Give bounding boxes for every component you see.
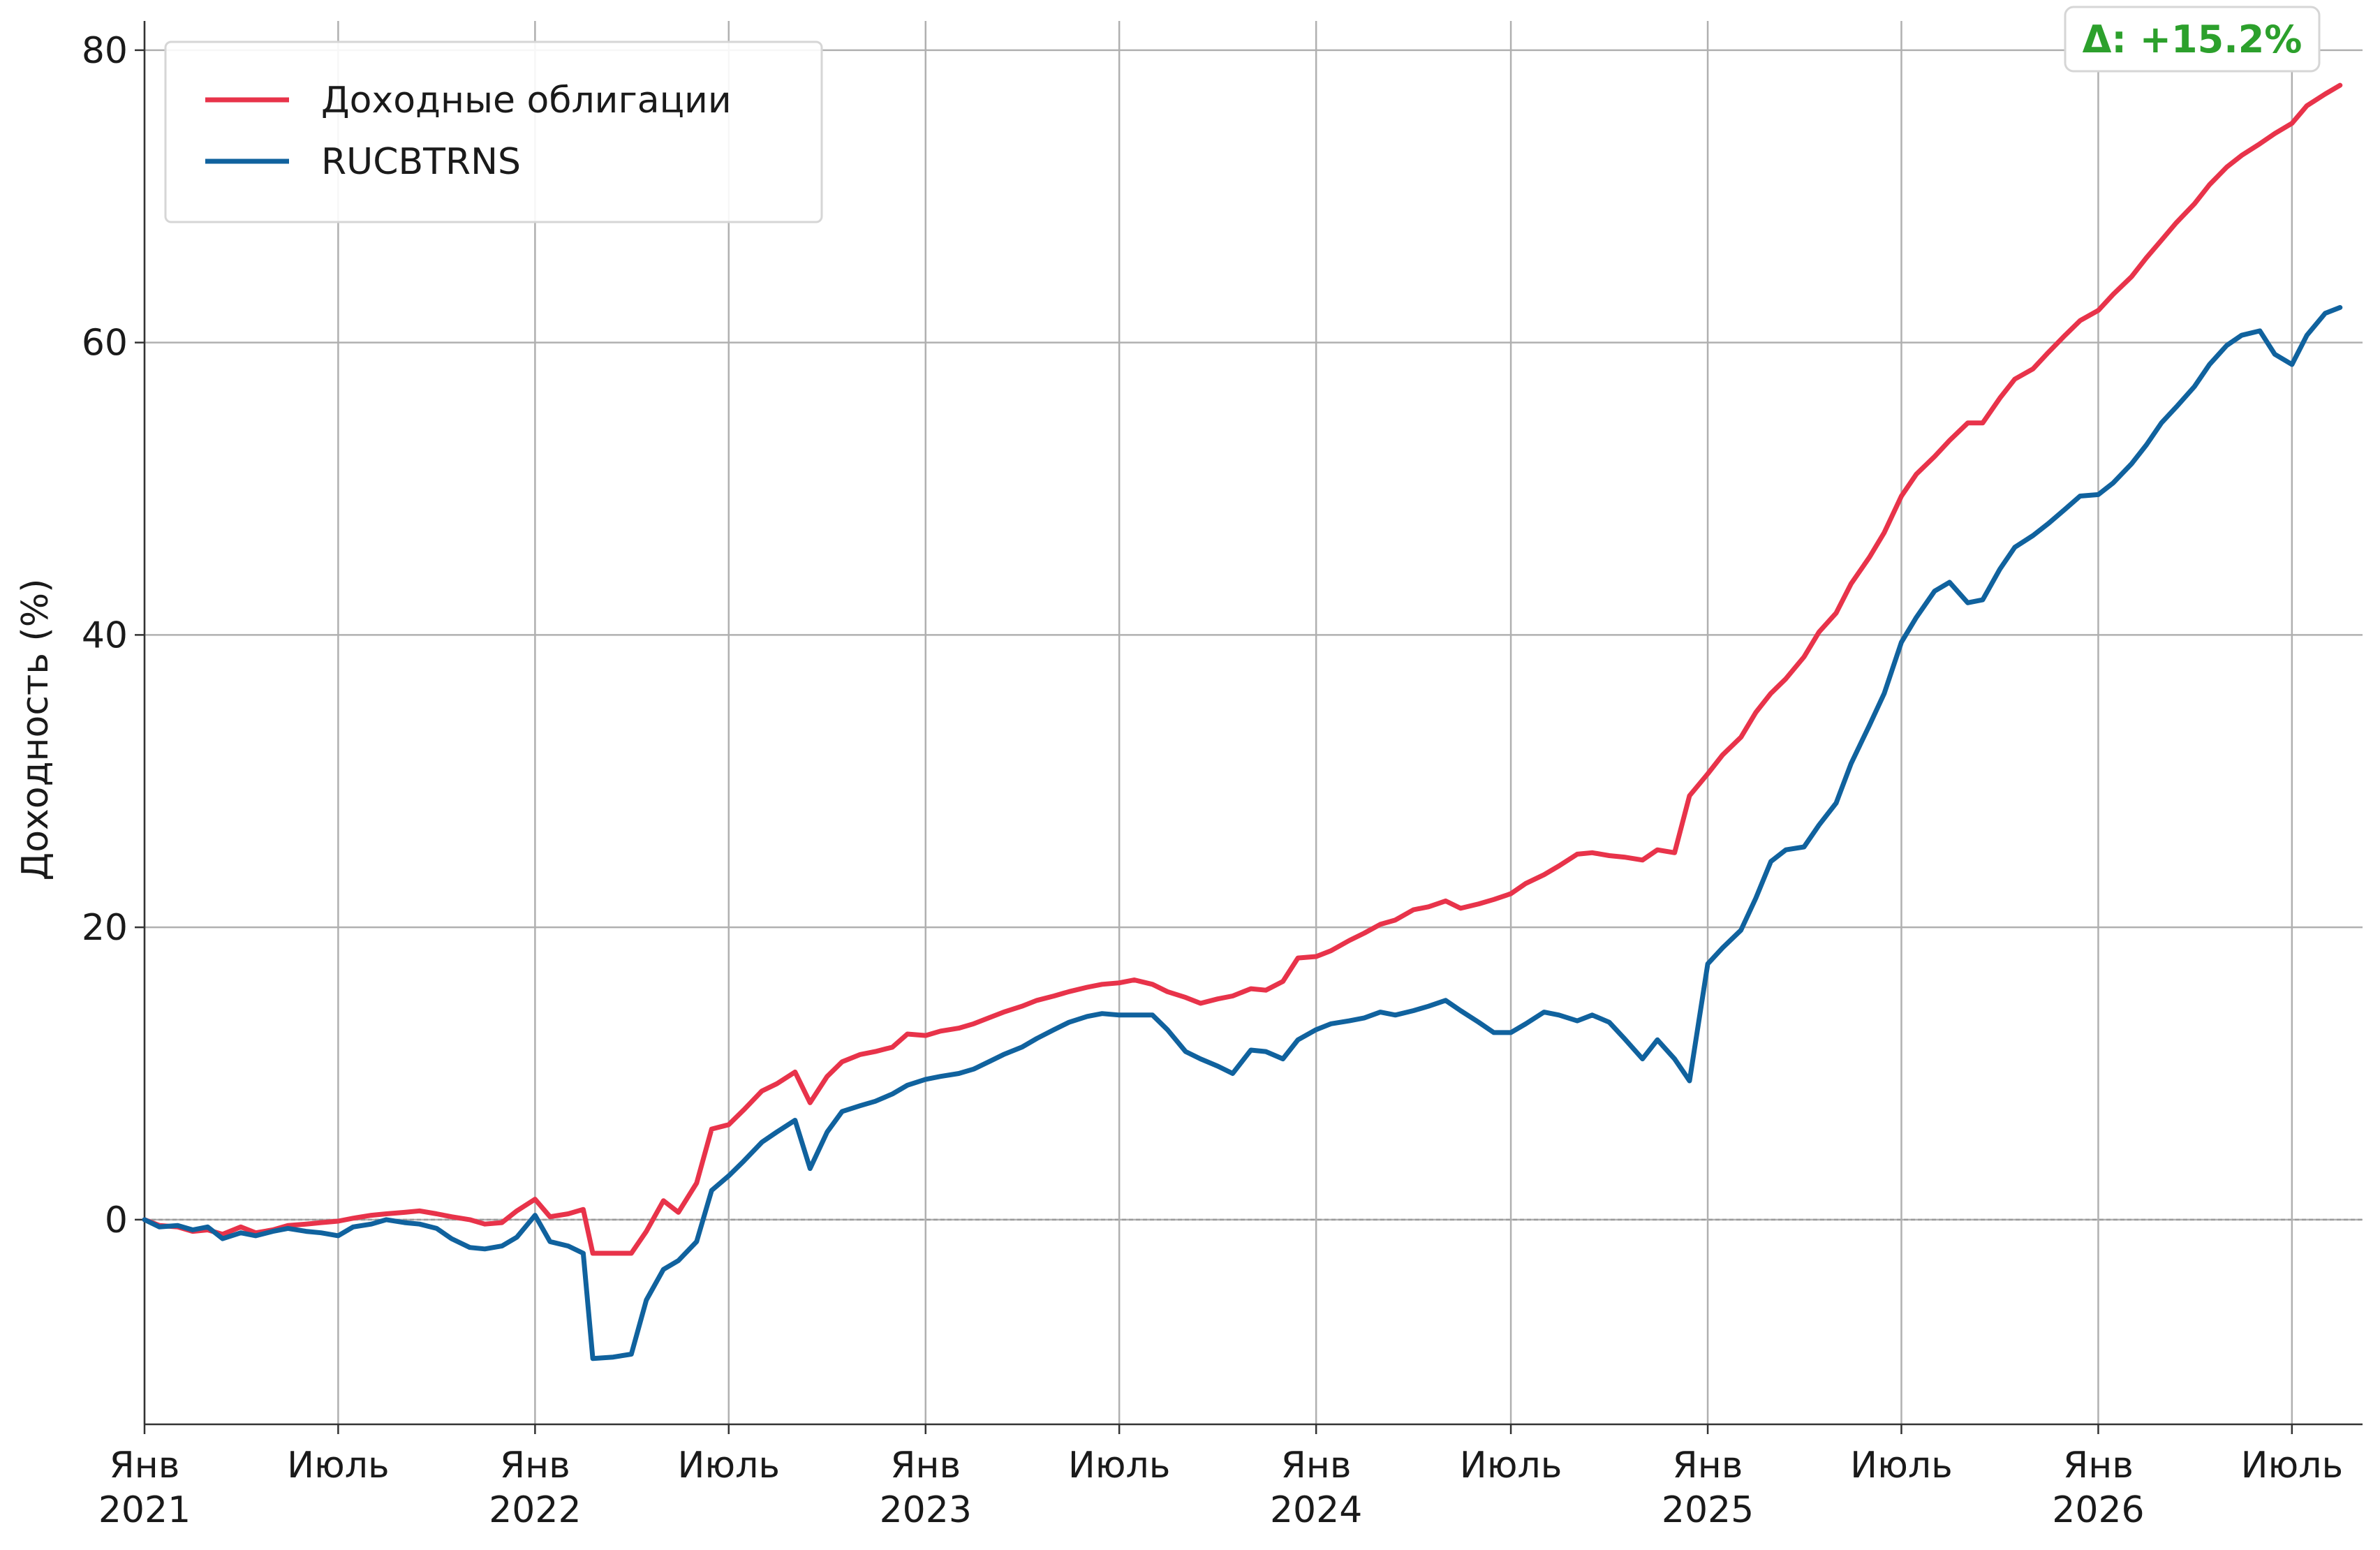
series-line-1 xyxy=(142,82,2343,1256)
x-tick-label: Янв xyxy=(110,1445,180,1486)
x-tick-label: Янв xyxy=(500,1445,570,1486)
y-tick-label: 80 xyxy=(82,30,128,72)
legend-box xyxy=(164,40,823,223)
legend-label: RUCBTRNS xyxy=(321,141,521,183)
legend-label: Доходные облигации xyxy=(321,80,732,121)
y-tick-label: 0 xyxy=(105,1200,128,1241)
legend: Доходные облигации RUCBTRNS xyxy=(164,40,823,223)
x-tick-label: Янв xyxy=(890,1445,961,1486)
series-lines xyxy=(142,82,2343,1361)
x-tick-label: Июль xyxy=(2241,1445,2344,1486)
x-tick-label: Июль xyxy=(677,1445,780,1486)
y-tick-label: 40 xyxy=(82,614,128,656)
x-tick-label: Июль xyxy=(287,1445,390,1486)
series-line-2 xyxy=(142,304,2343,1361)
badge-box xyxy=(2064,6,2321,73)
x-tick-year-label: 2021 xyxy=(98,1489,191,1531)
x-tick-year-label: 2025 xyxy=(1662,1489,1754,1531)
badge-text: Δ: +15.2% xyxy=(2083,17,2303,61)
y-axis-title: Доходность (%) xyxy=(15,579,57,881)
x-tick-year-label: 2022 xyxy=(489,1489,581,1531)
x-tick-label: Июль xyxy=(1460,1445,1562,1486)
x-tick-year-label: 2026 xyxy=(2052,1489,2144,1531)
x-tick-label: Янв xyxy=(2063,1445,2134,1486)
y-tick-label: 60 xyxy=(82,323,128,364)
x-tick-year-label: 2023 xyxy=(880,1489,972,1531)
x-tick-label: Янв xyxy=(1673,1445,1743,1486)
delta-badge: Δ: +15.2% xyxy=(2064,6,2321,73)
x-tick-label: Июль xyxy=(1850,1445,1953,1486)
x-tick-year-label: 2024 xyxy=(1270,1489,1362,1531)
x-tick-label: Янв xyxy=(1281,1445,1352,1486)
y-tick-label: 20 xyxy=(82,907,128,949)
x-tick-label: Июль xyxy=(1068,1445,1171,1486)
